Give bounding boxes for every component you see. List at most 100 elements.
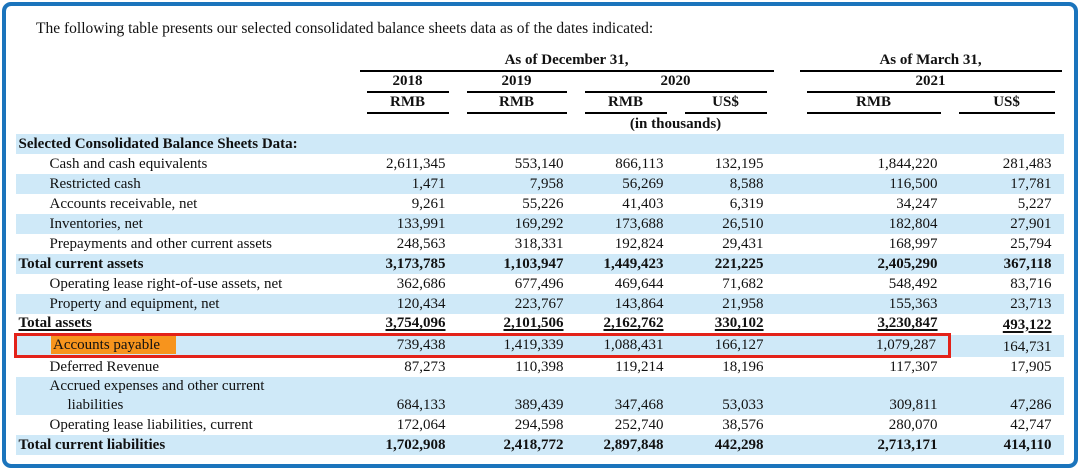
document-frame: The following table presents our selecte…: [2, 2, 1078, 468]
header-spacer: [16, 72, 358, 93]
cell-value: 3,754,096: [358, 314, 458, 335]
cell-value: 9,261: [358, 194, 458, 214]
cell-value: 553,140: [458, 154, 576, 174]
cell-value: 133,991: [358, 214, 458, 234]
cell-value: 143,864: [576, 294, 676, 314]
cell-value: 330,102: [676, 314, 776, 335]
cell-value: 27,901: [950, 214, 1064, 234]
cell-value: 248,563: [358, 234, 458, 254]
row-label: Operating lease liabilities, current: [16, 415, 358, 435]
cell-value: 29,431: [676, 234, 776, 254]
cell-value: 119,214: [576, 357, 676, 378]
cell-value: 5,227: [950, 194, 1064, 214]
cell-value: 2,418,772: [458, 435, 576, 455]
cell-value: 110,398: [458, 357, 576, 378]
total-assets-row: Total assets 3,754,096 2,101,506 2,162,7…: [16, 314, 1064, 335]
cell-value: 2,162,762: [576, 314, 676, 335]
cell-value: 23,713: [950, 294, 1064, 314]
total-current-liabilities-row: Total current liabilities 1,702,908 2,41…: [16, 435, 1064, 455]
total-current-assets-row: Total current assets 3,173,785 1,103,947…: [16, 254, 1064, 274]
cell-value: 26,510: [676, 214, 776, 234]
cell-value: 1,471: [358, 174, 458, 194]
cell-value: 192,824: [576, 234, 676, 254]
header-group-row: As of December 31, As of March 31,: [16, 51, 1064, 72]
cell-value: 2,611,345: [358, 154, 458, 174]
cell-value: 493,122: [950, 314, 1064, 335]
header-currency: RMB: [798, 93, 950, 114]
cell-value: 18,196: [676, 357, 776, 378]
cell-value: 47,286: [950, 377, 1064, 415]
table-row: Operating lease liabilities, current 172…: [16, 415, 1064, 435]
column-gap: [776, 194, 798, 214]
cell-value: 83,716: [950, 274, 1064, 294]
accounts-payable-highlighted-row: Accounts payable 739,438 1,419,339 1,088…: [16, 335, 1064, 357]
cell-value: 173,688: [576, 214, 676, 234]
header-spacer: [16, 93, 358, 114]
header-year-2019: 2019: [458, 72, 576, 93]
cell-value: 120,434: [358, 294, 458, 314]
cell-value: 389,439: [458, 377, 576, 415]
cell-value: 414,110: [950, 435, 1064, 455]
cell-value: 166,127: [676, 335, 776, 357]
column-gap: [776, 314, 798, 335]
cell-value: 1,419,339: [458, 335, 576, 357]
row-label: Total current liabilities: [16, 435, 358, 455]
row-label: Accounts payable: [16, 335, 358, 357]
header-year-row: 2018 2019 2020 2021: [16, 72, 1064, 93]
cell-value: 21,958: [676, 294, 776, 314]
row-label: Deferred Revenue: [16, 357, 358, 378]
table-row: Property and equipment, net 120,434 223,…: [16, 294, 1064, 314]
column-gap: [776, 294, 798, 314]
units-note: (in thousands): [576, 114, 776, 134]
cell-value: 221,225: [676, 254, 776, 274]
cell-value: 38,576: [676, 415, 776, 435]
cell-value: 25,794: [950, 234, 1064, 254]
header-currency-row: RMB RMB RMB US$ RMB US$: [16, 93, 1064, 114]
header-gap: [776, 93, 798, 114]
column-gap: [776, 274, 798, 294]
row-label: Accrued expenses and other current liabi…: [16, 377, 358, 415]
cell-value: 1,702,908: [358, 435, 458, 455]
cell-value: 280,070: [798, 415, 950, 435]
cell-value: 3,173,785: [358, 254, 458, 274]
cell-value: 41,403: [576, 194, 676, 214]
cell-value: 469,644: [576, 274, 676, 294]
cell-value: 866,113: [576, 154, 676, 174]
cell-value: 1,088,431: [576, 335, 676, 357]
header-group-march: As of March 31,: [798, 51, 1064, 72]
cell-value: 155,363: [798, 294, 950, 314]
cell-value: 55,226: [458, 194, 576, 214]
balance-sheet-table: As of December 31, As of March 31, 2018 …: [14, 51, 1064, 455]
cell-value: 294,598: [458, 415, 576, 435]
cell-value: 168,997: [798, 234, 950, 254]
header-gap: [776, 51, 798, 72]
cell-value: 117,307: [798, 357, 950, 378]
cell-value: 169,292: [458, 214, 576, 234]
column-gap: [776, 254, 798, 274]
row-label: Property and equipment, net: [16, 294, 358, 314]
cell-value: 739,438: [358, 335, 458, 357]
row-label: Accounts receivable, net: [16, 194, 358, 214]
header-currency: RMB: [358, 93, 458, 114]
header-currency: RMB: [458, 93, 576, 114]
cell-value: 87,273: [358, 357, 458, 378]
row-label: Total current assets: [16, 254, 358, 274]
row-label: Cash and cash equivalents: [16, 154, 358, 174]
cell-value: 42,747: [950, 415, 1064, 435]
column-gap: [776, 435, 798, 455]
cell-value: 1,844,220: [798, 154, 950, 174]
row-label: Total assets: [16, 314, 358, 335]
row-label: Operating lease right-of-use assets, net: [16, 274, 358, 294]
header-gap: [776, 72, 798, 93]
header-spacer: [16, 51, 358, 72]
cell-value: 8,588: [676, 174, 776, 194]
column-gap: [776, 335, 798, 357]
table-row: Deferred Revenue 87,273 110,398 119,214 …: [16, 357, 1064, 378]
cell-value: 164,731: [950, 335, 1064, 357]
cell-value: 223,767: [458, 294, 576, 314]
column-gap: [776, 174, 798, 194]
column-gap: [776, 377, 798, 415]
cell-value: 17,905: [950, 357, 1064, 378]
cell-value: 71,682: [676, 274, 776, 294]
header-currency: US$: [950, 93, 1064, 114]
